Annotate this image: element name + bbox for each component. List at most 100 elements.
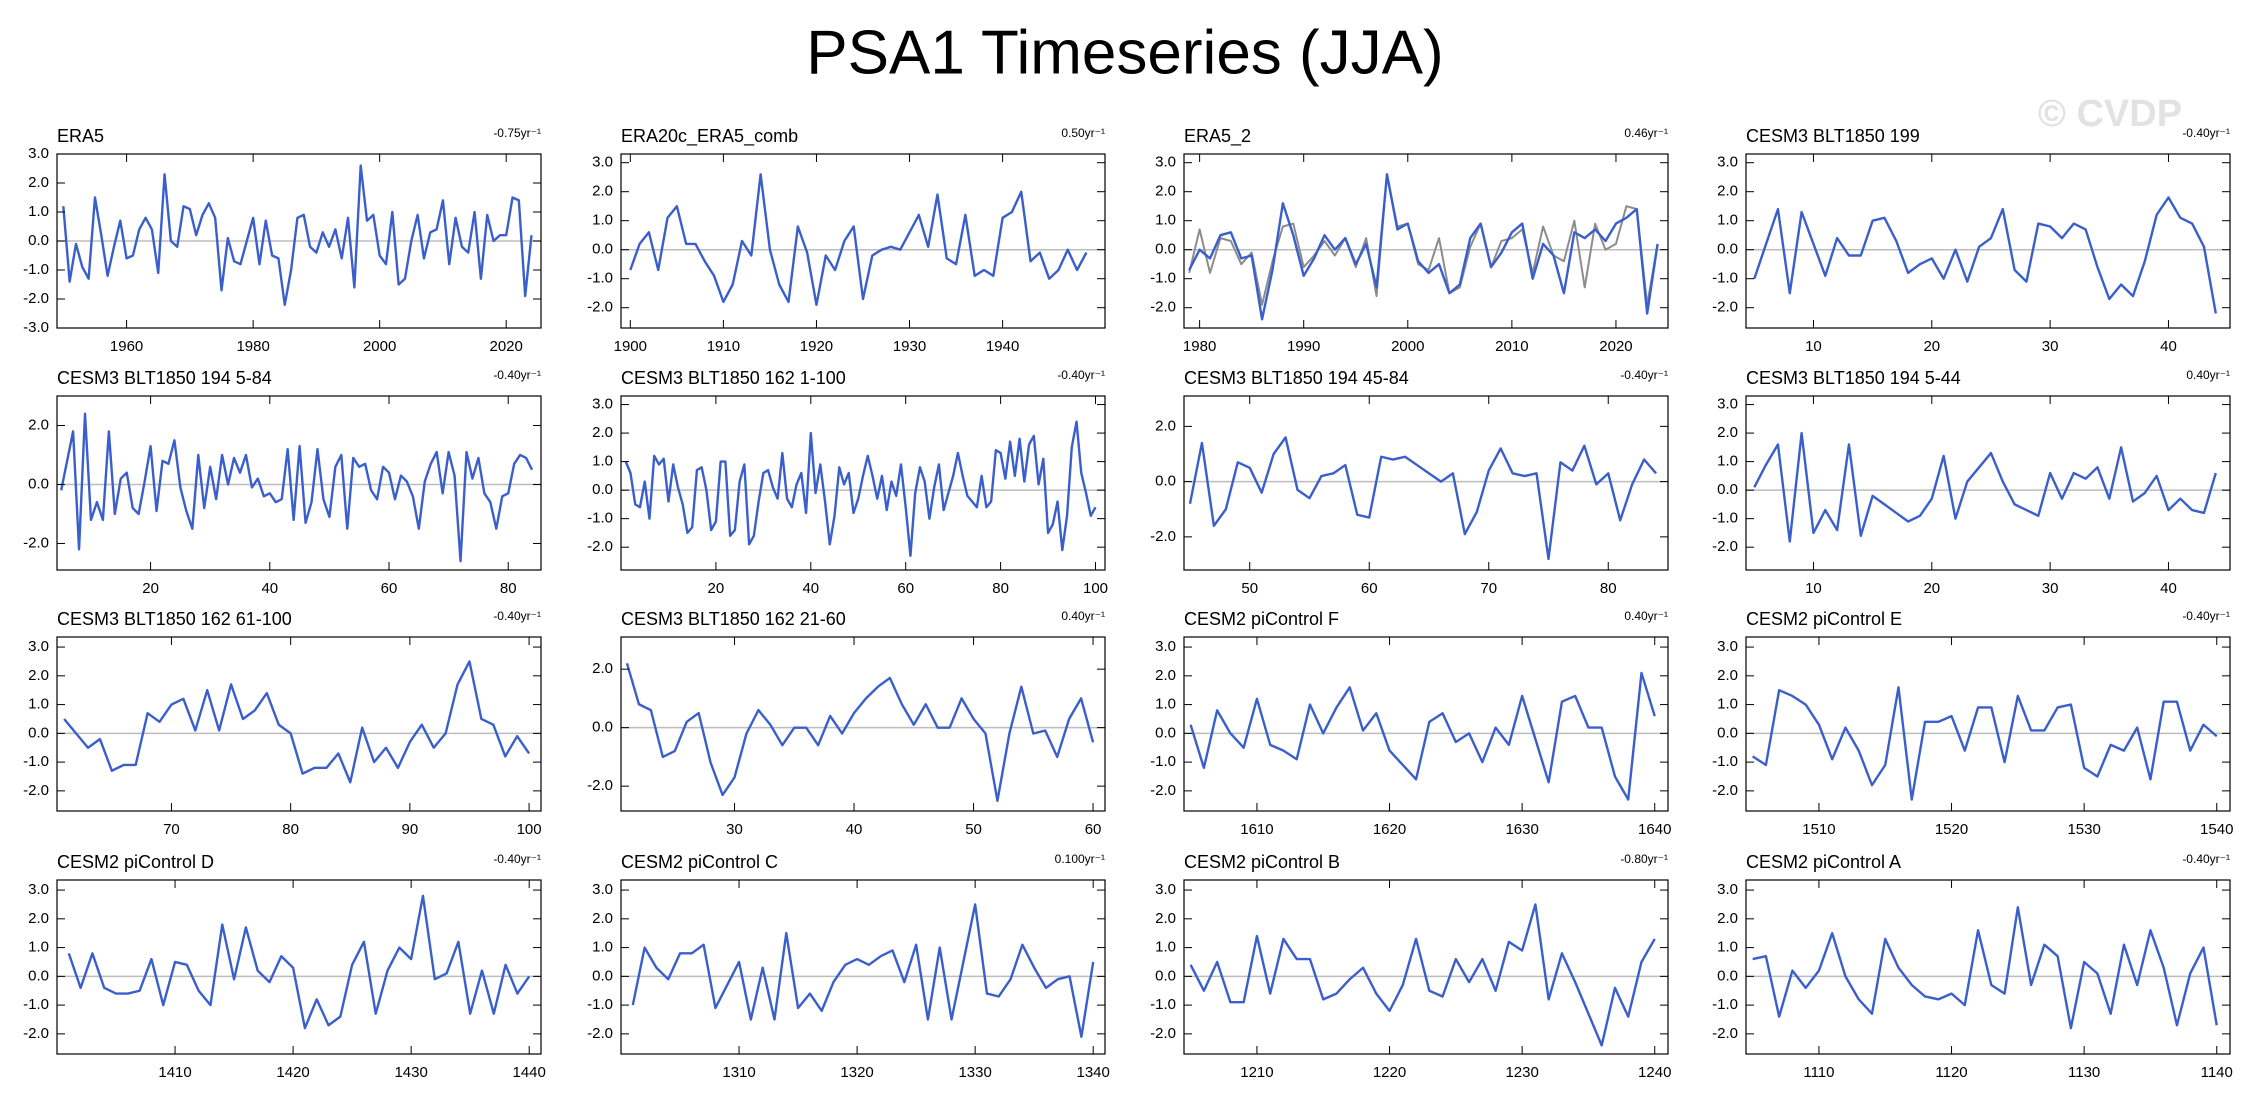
plot-frame: [1745, 395, 2231, 571]
x-tick-label: 1340: [1077, 1064, 1110, 1081]
x-tick-label: 2000: [1391, 338, 1424, 355]
panel-title: CESM3 BLT1850 199: [1746, 126, 1920, 146]
x-tick-label: 30: [726, 821, 743, 838]
y-tick-label: -2.0: [1712, 782, 1738, 799]
x-tick-label: 60: [1085, 821, 1102, 838]
y-tick-label: 2.0: [1717, 910, 1738, 927]
y-tick-label: -2.0: [1712, 299, 1738, 316]
trend-annotation: 0.40yr⁻¹: [1624, 609, 1668, 623]
trend-annotation: 0.40yr⁻¹: [1061, 609, 1105, 623]
x-tick-label: 50: [965, 821, 982, 838]
panel-title: CESM3 BLT1850 162 61-100: [57, 609, 292, 629]
plot-frame: [620, 153, 1106, 329]
x-tick-label: 30: [2042, 580, 2059, 597]
x-tick-label: 1910: [707, 338, 740, 355]
x-tick-label: 30: [2042, 338, 2059, 355]
y-tick-label: 1.0: [592, 939, 613, 956]
trend-annotation: 0.40yr⁻¹: [2186, 368, 2230, 382]
series-line: [63, 660, 531, 784]
y-tick-label: -2.0: [1150, 299, 1176, 316]
x-tick-label: 1530: [2067, 821, 2100, 838]
y-tick-label: 0.0: [1155, 241, 1176, 258]
panel-title: ERA5: [57, 126, 104, 146]
panel-title: CESM2 piControl F: [1184, 609, 1339, 629]
y-tick-label: 2.0: [592, 660, 613, 677]
y-tick-label: 0.0: [592, 967, 613, 984]
y-tick-label: 3.0: [592, 154, 613, 171]
x-tick-label: 1210: [1240, 1064, 1273, 1081]
x-tick-label: 60: [1361, 580, 1378, 597]
y-tick-label: 0.0: [1717, 724, 1738, 741]
x-tick-label: 1980: [1183, 338, 1216, 355]
y-tick-label: 0.0: [28, 475, 49, 492]
y-tick-label: -1.0: [1712, 753, 1738, 770]
series-line: [1188, 436, 1657, 561]
panel-title: CESM2 piControl D: [57, 852, 214, 872]
y-tick-label: 3.0: [28, 145, 49, 162]
x-tick-label: 70: [163, 821, 180, 838]
y-tick-label: -2.0: [23, 290, 49, 307]
y-tick-label: -2.0: [1150, 1025, 1176, 1042]
y-tick-label: 2.0: [1717, 424, 1738, 441]
series-line: [1753, 431, 2217, 543]
y-tick-label: 0.0: [1717, 481, 1738, 498]
x-tick-label: 1640: [1638, 821, 1671, 838]
x-tick-label: 1410: [158, 1064, 191, 1081]
series-line: [1752, 906, 2218, 1030]
y-tick-label: 0.0: [1717, 241, 1738, 258]
plot-frame: [1183, 153, 1669, 329]
x-tick-label: 2020: [490, 338, 523, 355]
y-tick-label: -2.0: [1712, 538, 1738, 555]
x-tick-label: 20: [1923, 338, 1940, 355]
x-tick-label: 60: [381, 580, 398, 597]
plot-frame: [620, 395, 1106, 571]
y-tick-label: 3.0: [1155, 154, 1176, 171]
y-tick-label: 2.0: [1155, 910, 1176, 927]
y-tick-label: 3.0: [28, 638, 49, 655]
y-tick-label: -1.0: [1712, 996, 1738, 1013]
y-tick-label: -3.0: [23, 319, 49, 336]
trend-annotation: -0.40yr⁻¹: [1620, 368, 1668, 382]
y-tick-label: 1.0: [28, 203, 49, 220]
panel-title: CESM3 BLT1850 194 5-84: [57, 368, 272, 388]
x-tick-label: 1960: [110, 338, 143, 355]
x-tick-label: 100: [517, 821, 542, 838]
trend-annotation: -0.80yr⁻¹: [1620, 852, 1668, 866]
series-line: [67, 894, 531, 1030]
series-line: [1188, 173, 1659, 306]
x-tick-label: 1240: [1638, 1064, 1671, 1081]
y-tick-label: -2.0: [23, 534, 49, 551]
series-line: [1189, 671, 1656, 801]
x-tick-label: 40: [846, 821, 863, 838]
y-tick-label: 2.0: [592, 183, 613, 200]
x-tick-label: 1310: [722, 1064, 755, 1081]
y-tick-label: 2.0: [1155, 183, 1176, 200]
trend-annotation: -0.40yr⁻¹: [2182, 852, 2230, 866]
x-tick-label: 1610: [1240, 821, 1273, 838]
x-tick-label: 1990: [1287, 338, 1320, 355]
x-tick-label: 2000: [363, 338, 396, 355]
panel-title: CESM3 BLT1850 162 1-100: [621, 368, 846, 388]
plot-frame: [56, 879, 542, 1055]
y-tick-label: 2.0: [592, 910, 613, 927]
x-tick-label: 80: [1600, 580, 1617, 597]
trend-annotation: -0.40yr⁻¹: [493, 852, 541, 866]
y-tick-label: 0.0: [1155, 967, 1176, 984]
plot-frame: [1745, 153, 2231, 329]
plot-frame: [620, 879, 1106, 1055]
x-tick-label: 1130: [2068, 1064, 2100, 1081]
x-tick-label: 1980: [236, 338, 269, 355]
y-tick-label: -2.0: [587, 1025, 613, 1042]
y-tick-label: 1.0: [1155, 696, 1176, 713]
trend-annotation: 0.50yr⁻¹: [1061, 126, 1105, 140]
watermark: © CVDP: [2038, 93, 2182, 135]
series-line: [1751, 686, 2218, 801]
y-tick-label: 0.0: [1717, 967, 1738, 984]
y-tick-label: -1.0: [1150, 270, 1176, 287]
y-tick-label: -1.0: [587, 270, 613, 287]
x-tick-label: 1140: [2201, 1064, 2233, 1081]
x-tick-label: 20: [1923, 580, 1940, 597]
y-tick-label: 1.0: [1717, 939, 1738, 956]
panel-title: ERA5_2: [1184, 126, 1251, 147]
x-tick-label: 1630: [1505, 821, 1538, 838]
